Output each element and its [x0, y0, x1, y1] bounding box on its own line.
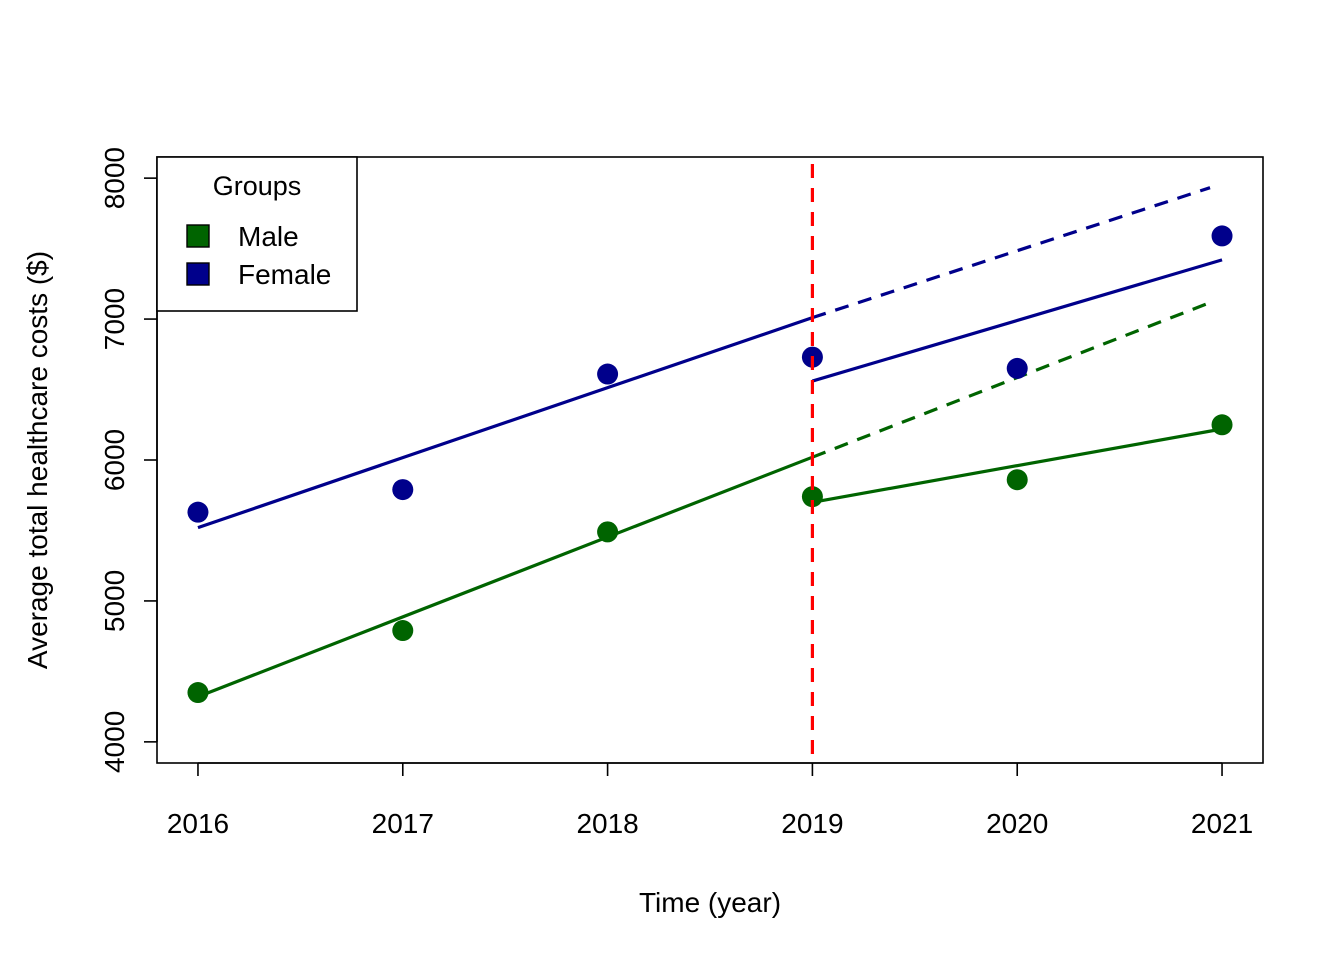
female-fit-post-line: [811, 258, 1223, 383]
x-tick-label: 2018: [576, 808, 638, 839]
y-tick-label: 4000: [99, 711, 130, 773]
x-tick-label: 2016: [167, 808, 229, 839]
male-point: [187, 682, 209, 704]
female-point: [1006, 357, 1028, 379]
x-axis-title: Time (year): [639, 887, 781, 918]
male-fit-pre-line: [197, 455, 813, 699]
legend: Groups Male Female: [156, 156, 358, 312]
male-point: [597, 521, 619, 543]
female-point: [597, 363, 619, 385]
male-fit-post-line: [812, 427, 1223, 504]
female-fit-pre-line: [197, 316, 813, 530]
male-point: [392, 620, 414, 642]
x-tick-label: 2020: [986, 808, 1048, 839]
male-legend-swatch: [186, 224, 210, 248]
x-tick-label: 2019: [781, 808, 843, 839]
fit-lines: [197, 186, 1223, 699]
y-tick-label: 6000: [99, 429, 130, 491]
data-points: [187, 225, 1233, 704]
x-axis: 2016 2017 2018 2019 2020 2021: [167, 762, 1253, 839]
x-tick-label: 2017: [372, 808, 434, 839]
x-tick-label: 2021: [1191, 808, 1253, 839]
legend-title: Groups: [213, 171, 302, 201]
female-point: [392, 479, 414, 501]
female-legend-swatch: [186, 262, 210, 286]
female-counterfactual-line: [811, 186, 1211, 320]
female-point: [187, 501, 209, 523]
y-tick-label: 7000: [99, 288, 130, 350]
female-legend-label: Female: [238, 259, 331, 290]
male-legend-label: Male: [238, 221, 299, 252]
male-point: [801, 486, 823, 508]
legend-entries: Male Female: [186, 221, 331, 290]
y-axis: 4000 5000 6000 7000 8000: [99, 147, 158, 773]
male-point: [1211, 414, 1233, 436]
y-tick-label: 5000: [99, 570, 130, 632]
male-point: [1006, 469, 1028, 491]
y-tick-label: 8000: [99, 147, 130, 209]
female-point: [1211, 225, 1233, 247]
y-axis-title: Average total healthcare costs ($): [22, 251, 53, 669]
male-counterfactual-line: [811, 301, 1211, 459]
